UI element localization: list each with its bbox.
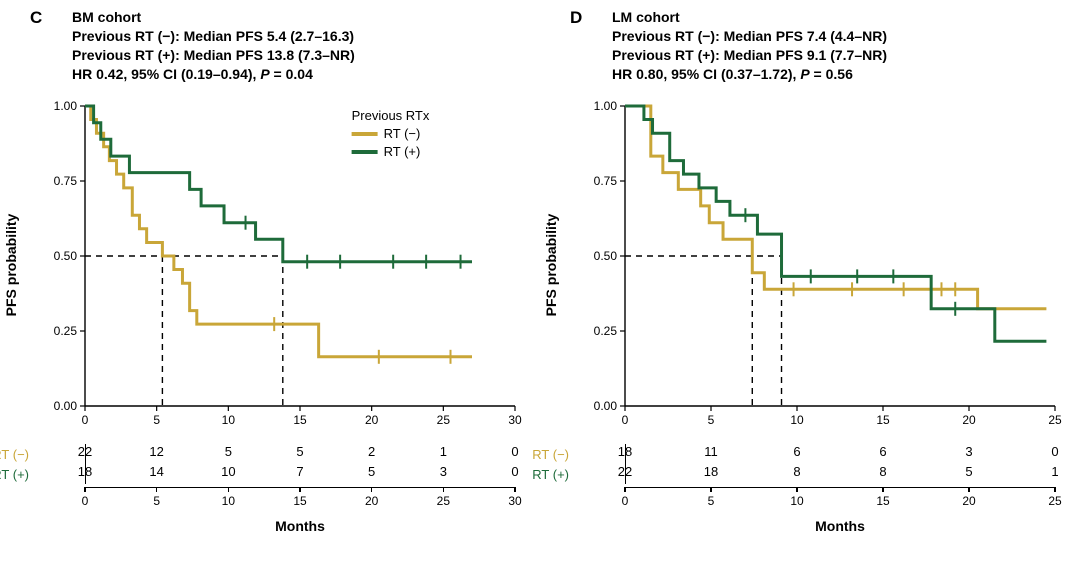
panel-c-plot: PFS probability 0.000.250.500.751.000510…: [35, 100, 515, 430]
risk-row-label: RT (−): [0, 447, 29, 462]
header-line4: HR 0.42, 95% CI (0.19–0.94), P = 0.04: [72, 65, 355, 84]
header-line2: Previous RT (−): Median PFS 5.4 (2.7–16.…: [72, 27, 355, 46]
svg-text:25: 25: [437, 413, 451, 427]
svg-text:10: 10: [222, 413, 236, 427]
header-line3: Previous RT (+): Median PFS 13.8 (7.3–NR…: [72, 46, 355, 65]
svg-text:0.25: 0.25: [54, 324, 78, 338]
risk-table-c: RT (−)221255210RT (+)1814107530051015202…: [35, 444, 515, 534]
svg-text:5: 5: [708, 413, 715, 427]
svg-text:15: 15: [876, 413, 890, 427]
risk-cell: 2: [368, 444, 375, 459]
header-line2: Previous RT (−): Median PFS 7.4 (4.4–NR): [612, 27, 887, 46]
risk-cell: 0: [1051, 444, 1058, 459]
svg-text:5: 5: [153, 413, 160, 427]
risk-table-d: RT (−)18116630RT (+)221888510510152025Mo…: [575, 444, 1055, 534]
svg-text:20: 20: [365, 413, 379, 427]
header-line1: LM cohort: [612, 8, 887, 27]
ylabel-c: PFS probability: [3, 214, 19, 317]
risk-cell: 14: [149, 464, 163, 479]
panel-d-plot: PFS probability 0.000.250.500.751.000510…: [575, 100, 1055, 430]
risk-cell: 5: [965, 464, 972, 479]
svg-text:0.00: 0.00: [594, 399, 618, 413]
risk-row-label: RT (−): [532, 447, 569, 462]
risk-cell: 8: [879, 464, 886, 479]
risk-cell: 12: [149, 444, 163, 459]
risk-row-label: RT (+): [0, 467, 29, 482]
svg-text:0: 0: [622, 413, 629, 427]
risk-cell: 3: [965, 444, 972, 459]
svg-text:0.50: 0.50: [594, 249, 618, 263]
km-chart-d: 0.00 0.25 0.50 0.75 1.00 0 5 10 15 20 25: [575, 100, 1063, 436]
ylabel-d: PFS probability: [543, 214, 559, 317]
svg-text:1.00: 1.00: [594, 100, 618, 113]
svg-text:0.00: 0.00: [54, 399, 78, 413]
xlabel: Months: [625, 518, 1055, 534]
panel-d-label: D: [570, 8, 582, 28]
svg-text:25: 25: [1048, 413, 1062, 427]
risk-row-label: RT (+): [532, 467, 569, 482]
svg-text:RT (−): RT (−): [384, 126, 421, 141]
xlabel: Months: [85, 518, 515, 534]
svg-text:10: 10: [790, 413, 804, 427]
risk-cell: 3: [440, 464, 447, 479]
header-line1: BM cohort: [72, 8, 355, 27]
risk-cell: 6: [793, 444, 800, 459]
svg-text:30: 30: [508, 413, 522, 427]
header-line3: Previous RT (+): Median PFS 9.1 (7.7–NR): [612, 46, 887, 65]
risk-cell: 1: [440, 444, 447, 459]
risk-cell: 18: [704, 464, 718, 479]
svg-text:15: 15: [293, 413, 307, 427]
risk-cell: 10: [221, 464, 235, 479]
panel-d: D LM cohort Previous RT (−): Median PFS …: [540, 0, 1080, 583]
panel-d-header: LM cohort Previous RT (−): Median PFS 7.…: [612, 8, 887, 84]
risk-cell: 7: [296, 464, 303, 479]
risk-cell: 0: [511, 444, 518, 459]
svg-text:0.50: 0.50: [54, 249, 78, 263]
panel-c: C BM cohort Previous RT (−): Median PFS …: [0, 0, 540, 583]
header-line4: HR 0.80, 95% CI (0.37–1.72), P = 0.56: [612, 65, 887, 84]
svg-text:20: 20: [962, 413, 976, 427]
risk-cell: 5: [368, 464, 375, 479]
svg-text:1.00: 1.00: [54, 100, 78, 113]
risk-cell: 5: [225, 444, 232, 459]
risk-cell: 5: [296, 444, 303, 459]
km-chart-c: 0.00 0.25 0.50 0.75 1.00 0 5 10 15 20 25 30 Previous…: [35, 100, 523, 436]
risk-cell: 6: [879, 444, 886, 459]
svg-text:0.75: 0.75: [54, 174, 78, 188]
svg-text:0.75: 0.75: [594, 174, 618, 188]
risk-cell: 1: [1051, 464, 1058, 479]
risk-cell: 8: [793, 464, 800, 479]
risk-cell: 11: [704, 444, 718, 459]
svg-text:0.25: 0.25: [594, 324, 618, 338]
svg-text:RT (+): RT (+): [384, 144, 421, 159]
svg-text:0: 0: [82, 413, 89, 427]
svg-text:Previous RTx: Previous RTx: [352, 108, 430, 123]
panel-c-header: BM cohort Previous RT (−): Median PFS 5.…: [72, 8, 355, 84]
risk-cell: 0: [511, 464, 518, 479]
panel-c-label: C: [30, 8, 42, 28]
